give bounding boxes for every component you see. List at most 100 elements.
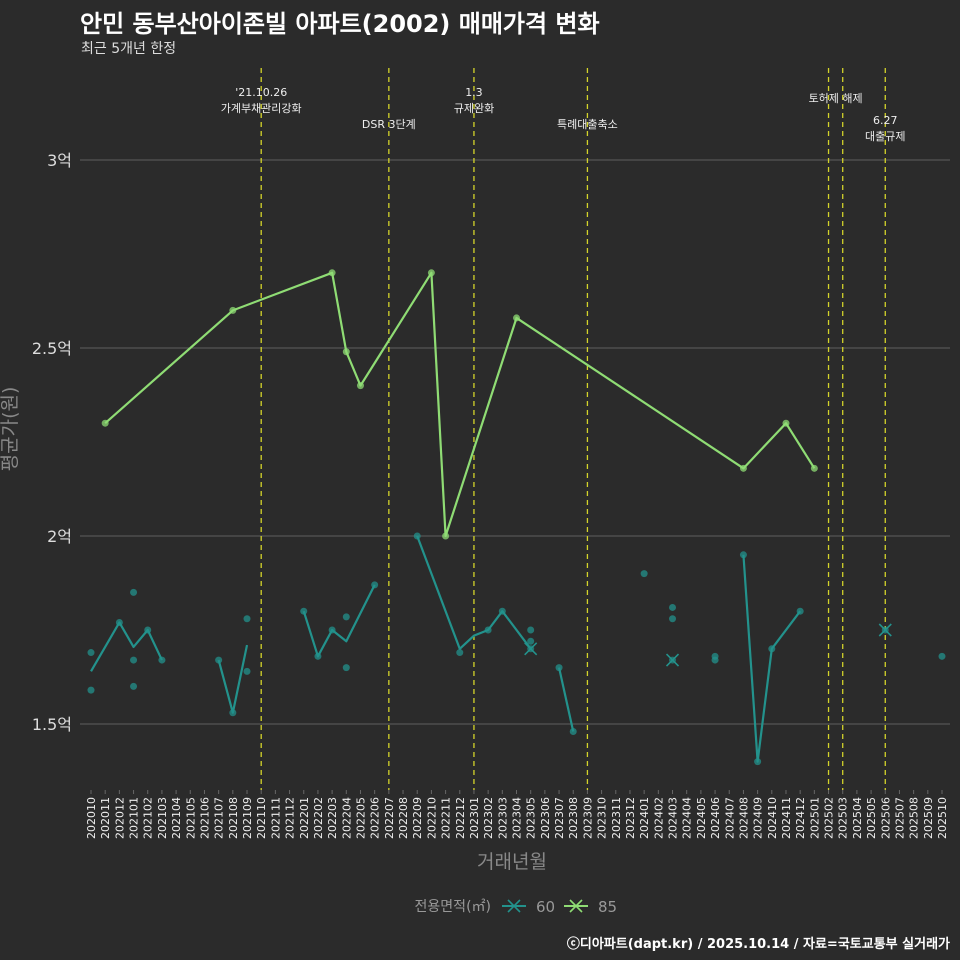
series-60-point: [938, 652, 946, 660]
x-tick-label: 202105: [184, 797, 197, 839]
policy-event-label: 특례대출축소: [557, 118, 618, 131]
x-tick-label: 202409: [752, 797, 765, 839]
series-60-point: [342, 613, 350, 621]
series-60-line: [557, 667, 575, 732]
series-85-point: [328, 269, 336, 277]
x-tick-label: 202403: [667, 797, 680, 839]
x-tick-label: 202202: [312, 797, 325, 839]
series-60-point: [796, 607, 804, 615]
x-tick-label: 202101: [128, 797, 141, 839]
series-85-point: [356, 382, 364, 390]
series-85-point: [342, 348, 350, 356]
footer-credit: ⓒ디아파트(dapt.kr) / 2025.10.14 / 자료=국토교통부 실…: [566, 937, 950, 952]
x-tick-label: 202301: [468, 797, 481, 839]
x-tick-label: 202302: [482, 797, 495, 839]
series-60-point: [158, 656, 166, 664]
series-60-line: [90, 621, 163, 672]
legend-title: 전용면적(㎡): [415, 899, 491, 915]
y-tick-label: 1.5억: [32, 715, 72, 734]
x-tick-label: 202207: [383, 797, 396, 839]
series-60-point: [711, 656, 719, 664]
x-tick-label: 202203: [326, 797, 339, 839]
x-tick-label: 202112: [284, 797, 297, 839]
policy-event-label: 6.27: [873, 114, 898, 127]
x-tick-label: 202010: [85, 797, 98, 839]
series-60-point: [243, 615, 251, 623]
series-60-point: [215, 656, 223, 664]
x-tick-label: 202506: [879, 797, 892, 839]
series-60-line: [416, 535, 532, 650]
series-60-point: [484, 626, 492, 634]
series-60-point: [739, 551, 747, 559]
policy-event-label: DSR 3단계: [362, 118, 416, 131]
series-60-point: [669, 603, 677, 611]
x-tick-label: 202201: [298, 797, 311, 839]
series-60-point: [144, 626, 152, 634]
series-85-point: [782, 419, 790, 427]
series-85-point: [101, 419, 109, 427]
series-60-point: [413, 532, 421, 540]
x-tick-label: 202502: [823, 797, 836, 839]
series-60-point: [768, 645, 776, 653]
x-tick-label: 202405: [695, 797, 708, 839]
x-tick-label: 202507: [893, 797, 906, 839]
x-tick-label: 202412: [794, 797, 807, 839]
x-tick-label: 202012: [113, 797, 126, 839]
series-60-point: [243, 667, 251, 675]
x-tick-label: 202401: [638, 797, 651, 839]
series-60-point: [115, 618, 123, 626]
x-tick-label: 202305: [525, 797, 538, 839]
x-tick-label: 202404: [681, 797, 694, 839]
policy-event-label: 규제완화: [454, 102, 494, 115]
x-tick-label: 202406: [709, 797, 722, 839]
x-tick-label: 202211: [440, 797, 453, 839]
series-60-line: [742, 554, 802, 763]
series-60-point: [555, 664, 563, 672]
series-60-point: [229, 709, 237, 717]
series-60-point: [342, 664, 350, 672]
series-60-x-marker: [524, 642, 538, 656]
series-85-point: [427, 269, 435, 277]
x-tick-label: 202504: [851, 797, 864, 839]
series-60-point: [371, 581, 379, 589]
x-tick-label: 202510: [936, 797, 949, 839]
x-tick-label: 202310: [596, 797, 609, 839]
x-tick-label: 202505: [865, 797, 878, 839]
x-tick-label: 202407: [723, 797, 736, 839]
x-tick-label: 202107: [213, 797, 226, 839]
series-60-point: [640, 570, 648, 578]
x-tick-label: 202411: [780, 797, 793, 839]
series-85-point: [513, 314, 520, 322]
chart-subtitle: 최근 5개년 한정: [81, 41, 177, 57]
y-tick-label: 2억: [47, 527, 72, 546]
series-85-point: [810, 464, 818, 472]
series-60-line: [217, 644, 249, 714]
legend-label: 60: [536, 898, 555, 916]
series-60-point: [754, 758, 762, 766]
series-85-point: [739, 464, 747, 472]
x-tick-label: 202509: [922, 797, 935, 839]
x-tick-label: 202311: [610, 797, 623, 839]
policy-event-label: 대출규제: [865, 130, 905, 143]
legend-label: 85: [598, 898, 617, 916]
x-axis-label: 거래년월: [477, 851, 547, 873]
series-60-point: [328, 626, 336, 634]
series-60-x-marker: [665, 653, 680, 667]
x-tick-label: 202304: [511, 797, 524, 839]
policy-event-label: 토허제 해제: [809, 91, 863, 105]
x-tick-label: 202209: [411, 797, 424, 839]
x-tick-label: 202104: [170, 797, 183, 839]
x-tick-label: 202106: [198, 797, 211, 839]
series-60-point: [300, 607, 308, 615]
x-tick-label: 202402: [652, 797, 665, 839]
legend-key-x-icon: [507, 899, 521, 913]
x-tick-label: 202508: [908, 797, 921, 839]
policy-event-label: 1.3: [465, 86, 483, 99]
x-tick-label: 202103: [156, 797, 169, 839]
policy-event-label: '21.10.26: [235, 86, 287, 99]
x-tick-label: 202309: [581, 797, 594, 839]
x-tick-label: 202208: [397, 797, 410, 839]
x-tick-label: 202206: [369, 797, 382, 839]
series-60-line: [302, 584, 376, 658]
